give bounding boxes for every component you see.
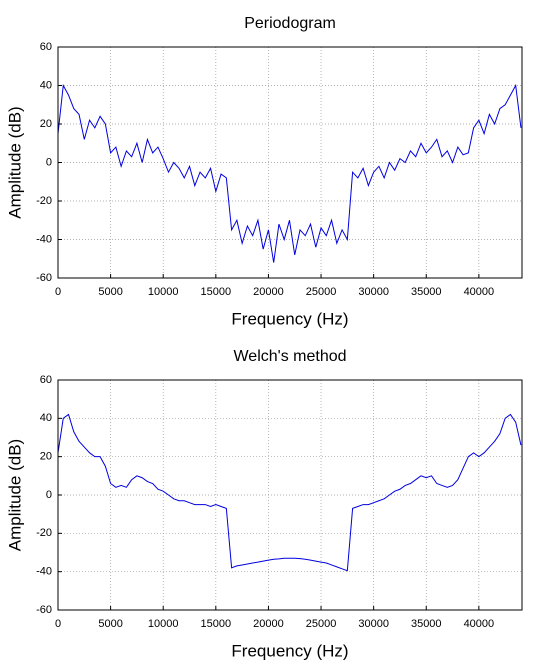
x-tick-label: 5000 [98, 286, 122, 298]
x-tick-label: 30000 [358, 286, 389, 298]
x-tick-label: 0 [55, 286, 61, 298]
x-axis-label: Frequency (Hz) [231, 309, 348, 328]
y-tick-label: -40 [36, 233, 52, 245]
x-tick-label: 15000 [201, 618, 232, 630]
y-tick-label: 40 [40, 79, 52, 91]
x-tick-label: 5000 [98, 618, 122, 630]
y-tick-label: 60 [40, 374, 52, 386]
y-tick-label: -40 [36, 566, 52, 578]
x-tick-label: 35000 [411, 286, 442, 298]
x-axis-label: Frequency (Hz) [231, 641, 348, 660]
x-tick-label: 25000 [306, 286, 337, 298]
y-tick-label: -20 [36, 195, 52, 207]
chart-title: Welch's method [233, 348, 346, 365]
y-axis-label: Amplitude (dB) [5, 439, 24, 551]
data-line [57, 83, 522, 263]
y-tick-label: 40 [40, 412, 52, 424]
x-tick-label: 15000 [201, 286, 232, 298]
plot-frame [57, 379, 523, 611]
y-tick-label: 0 [46, 156, 52, 168]
y-tick-label: -20 [36, 527, 52, 539]
x-tick-label: 40000 [464, 618, 495, 630]
y-axis-label: Amplitude (dB) [5, 106, 24, 218]
x-tick-label: 0 [55, 618, 61, 630]
y-tick-label: 0 [46, 489, 52, 501]
x-tick-label: 35000 [411, 618, 442, 630]
plot-frame [57, 46, 523, 279]
x-tick-label: 40000 [464, 286, 495, 298]
x-tick-label: 30000 [358, 618, 389, 630]
data-line [57, 413, 522, 572]
y-tick-label: 20 [40, 118, 52, 130]
y-tick-label: -60 [36, 604, 52, 616]
x-tick-label: 20000 [253, 618, 284, 630]
chart-title: Periodogram [244, 15, 336, 32]
y-tick-label: 60 [40, 41, 52, 53]
x-tick-label: 10000 [148, 286, 179, 298]
x-tick-label: 20000 [253, 286, 284, 298]
x-tick-label: 10000 [148, 618, 179, 630]
y-tick-label: 20 [40, 451, 52, 463]
x-tick-label: 25000 [306, 618, 337, 630]
y-tick-label: -60 [36, 272, 52, 284]
